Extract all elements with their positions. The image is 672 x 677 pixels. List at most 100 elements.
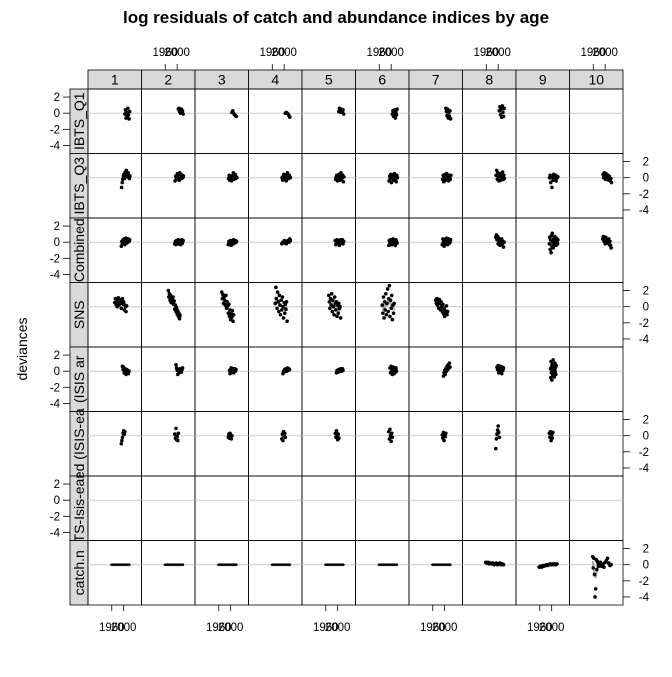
x-tick-label: 1960 (527, 622, 553, 634)
data-point (499, 371, 504, 376)
data-point (394, 369, 399, 373)
data-point (609, 562, 613, 567)
data-point (120, 180, 124, 185)
panel-frame (355, 411, 410, 477)
panel-frame (408, 88, 463, 154)
panel-frame (569, 346, 624, 412)
data-point (178, 313, 182, 318)
data-point (127, 237, 132, 242)
data-point (502, 240, 506, 244)
data-point (341, 368, 345, 373)
panel-frame (301, 88, 356, 154)
data-point (394, 179, 399, 184)
y-tick-label: -4 (50, 140, 61, 152)
data-point (341, 239, 346, 244)
strip-label-age-6: 6 (378, 72, 386, 88)
data-point (279, 298, 283, 303)
chart-title: log residuals of catch and abundance ind… (123, 8, 549, 27)
panel-frame (194, 475, 249, 541)
data-point (278, 312, 283, 317)
data-point (338, 316, 343, 320)
panel-frame (301, 217, 356, 283)
x-tick-label: 1960 (152, 47, 178, 59)
y-tick-label: -2 (50, 511, 60, 523)
strip-label-age-8: 8 (485, 72, 493, 88)
data-point (128, 563, 131, 566)
data-point (328, 306, 332, 311)
strip-label-age-10: 10 (588, 72, 604, 88)
data-point (396, 563, 399, 566)
data-point (277, 309, 281, 314)
data-point (234, 367, 238, 372)
data-point (385, 301, 389, 306)
panel-frame (462, 153, 517, 219)
panel-frame (248, 282, 303, 348)
data-point (501, 562, 506, 567)
data-point (551, 430, 555, 435)
data-point (288, 238, 293, 243)
data-point (124, 309, 128, 314)
data-point (500, 170, 505, 174)
data-point (554, 372, 558, 377)
panel-frame (141, 153, 196, 219)
data-point (494, 437, 499, 441)
data-point (274, 296, 279, 301)
data-point (280, 295, 285, 299)
data-point (285, 319, 289, 324)
panel-frame (141, 346, 196, 412)
data-point (120, 435, 125, 440)
data-point (550, 436, 555, 440)
data-point (550, 378, 554, 382)
data-point (496, 424, 500, 428)
panel-frame (515, 88, 570, 154)
data-point (181, 112, 185, 116)
data-point (443, 434, 448, 439)
data-point (554, 179, 558, 183)
data-point (287, 367, 292, 372)
data-point (388, 427, 392, 432)
panel-frame (87, 346, 142, 412)
y-tick-label: -2 (639, 576, 649, 588)
data-point (448, 237, 453, 242)
panel-frame (355, 475, 410, 541)
panel-frame (355, 153, 410, 219)
data-point (281, 438, 285, 443)
y-tick-label: 2 (54, 221, 60, 233)
data-point (384, 291, 388, 296)
data-point (182, 563, 185, 566)
data-point (447, 361, 452, 365)
data-point (282, 311, 287, 315)
y-tick-label: 0 (54, 237, 60, 249)
data-point (335, 314, 339, 319)
data-point (609, 176, 613, 181)
data-point (380, 303, 385, 307)
data-point (234, 114, 239, 119)
y-tick-label: -2 (50, 253, 60, 265)
data-point (278, 303, 282, 307)
data-point (388, 298, 393, 303)
data-point (230, 308, 235, 313)
panel-frame (462, 475, 517, 541)
x-tick-label: 1960 (473, 47, 499, 59)
data-point (334, 429, 339, 433)
data-point (128, 174, 132, 178)
data-point (338, 304, 342, 309)
data-point (593, 595, 597, 599)
data-point (497, 435, 502, 440)
y-tick-label: 0 (643, 173, 649, 185)
data-point (341, 108, 345, 112)
strip-label-age-1: 1 (111, 72, 119, 88)
data-point (548, 237, 553, 242)
panel-frame (569, 153, 624, 219)
data-point (231, 312, 236, 317)
data-point (180, 108, 185, 113)
panel-frame (408, 475, 463, 541)
data-point (602, 565, 606, 569)
data-point (501, 114, 506, 119)
data-point (171, 295, 175, 299)
x-tick-label: 2000 (539, 622, 565, 634)
panel-frame (87, 540, 142, 606)
data-point (181, 174, 186, 178)
panel-frame (301, 540, 356, 606)
